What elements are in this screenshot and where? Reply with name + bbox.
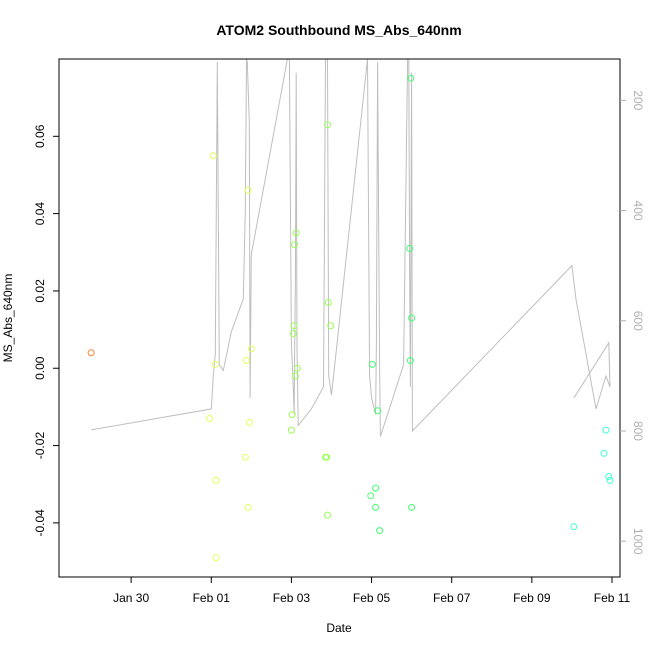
data-point bbox=[209, 152, 217, 160]
data-point bbox=[247, 345, 255, 353]
data-point bbox=[606, 476, 614, 484]
data-point bbox=[291, 372, 299, 380]
y-axis-label: MS_Abs_640nm bbox=[1, 274, 15, 363]
data-point bbox=[367, 492, 375, 500]
y2-tick-label: 400 bbox=[631, 201, 645, 221]
y-tick-label: -0.04 bbox=[33, 509, 47, 537]
data-point bbox=[376, 527, 384, 535]
y-axis: -0.04 -0.02 0.00 0.02 0.04 0.06 bbox=[33, 124, 59, 537]
y2-tick-label: 600 bbox=[631, 311, 645, 331]
data-point bbox=[212, 554, 220, 562]
data-point bbox=[292, 229, 300, 237]
data-point bbox=[323, 453, 331, 461]
y2-tick-label: 800 bbox=[631, 421, 645, 441]
y2-tick-label: 200 bbox=[631, 90, 645, 110]
data-point bbox=[372, 503, 380, 511]
chart-title: ATOM2 Southbound MS_Abs_640nm bbox=[216, 22, 461, 38]
data-point bbox=[408, 314, 416, 322]
data-point bbox=[212, 476, 220, 484]
data-point bbox=[406, 244, 414, 252]
data-point bbox=[293, 364, 301, 372]
data-point bbox=[324, 511, 331, 519]
y-tick-label: 0.04 bbox=[33, 202, 47, 226]
data-point bbox=[211, 360, 219, 368]
data-point bbox=[324, 299, 332, 306]
data-point bbox=[600, 449, 608, 457]
plot-frame bbox=[58, 58, 621, 578]
x-tick-label: Feb 03 bbox=[273, 591, 311, 605]
data-point bbox=[244, 186, 252, 194]
data-point bbox=[368, 360, 376, 368]
x-tick-label: Feb 01 bbox=[193, 591, 231, 605]
y-tick-label: 0.06 bbox=[33, 124, 47, 148]
data-point bbox=[407, 74, 415, 82]
data-point bbox=[602, 426, 610, 434]
data-point bbox=[327, 322, 335, 330]
data-point bbox=[605, 473, 613, 480]
data-point bbox=[243, 357, 250, 364]
depth-series-line bbox=[91, 58, 611, 437]
x-tick-label: Feb 11 bbox=[594, 591, 631, 605]
x-tick-label: Feb 09 bbox=[513, 591, 551, 605]
secondary-y-axis: 200 400 600 800 1000 bbox=[620, 90, 645, 555]
data-point bbox=[288, 411, 296, 419]
data-point bbox=[290, 322, 298, 330]
data-point bbox=[287, 426, 295, 434]
data-point bbox=[205, 415, 213, 422]
y-tick-label: -0.02 bbox=[33, 432, 47, 460]
data-point bbox=[245, 418, 253, 426]
data-point bbox=[570, 523, 578, 531]
data-point bbox=[408, 503, 416, 511]
data-point bbox=[324, 121, 331, 129]
data-point bbox=[372, 484, 380, 492]
x-tick-label: Jan 30 bbox=[113, 591, 149, 605]
data-point bbox=[241, 453, 249, 461]
x-tick-label: Feb 07 bbox=[433, 591, 471, 605]
data-point bbox=[87, 349, 95, 357]
data-point bbox=[289, 330, 297, 337]
points-layer bbox=[87, 74, 614, 562]
data-point bbox=[374, 407, 382, 415]
x-axis: Jan 30 Feb 01 Feb 03 Feb 05 Feb 07 Feb 09 Feb … bbox=[113, 577, 631, 605]
y2-tick-label: 1000 bbox=[631, 528, 645, 555]
y-tick-label: 0.00 bbox=[33, 356, 47, 380]
data-point bbox=[291, 241, 299, 249]
x-tick-label: Feb 05 bbox=[353, 591, 391, 605]
x-axis-label: Date bbox=[326, 621, 352, 635]
data-point bbox=[406, 357, 414, 364]
depth-line-layer bbox=[91, 58, 611, 437]
data-point bbox=[244, 503, 252, 511]
y-tick-label: 0.02 bbox=[33, 279, 47, 303]
